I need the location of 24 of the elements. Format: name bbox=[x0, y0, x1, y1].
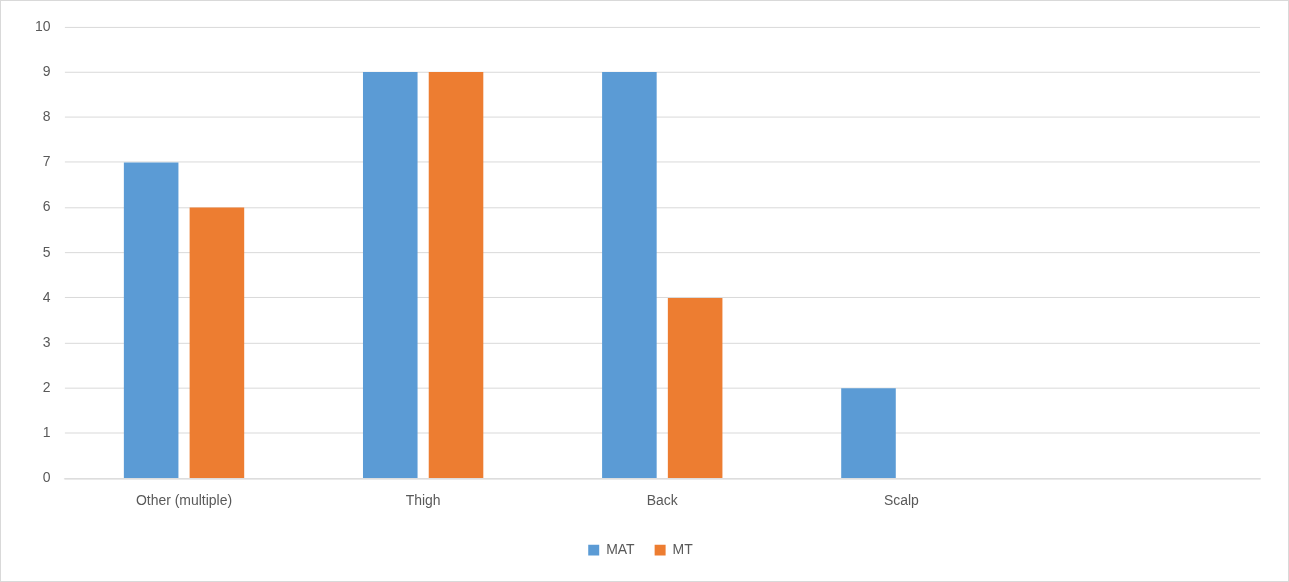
bar bbox=[189, 207, 245, 479]
y-tick-label: 8 bbox=[42, 108, 51, 125]
y-tick-label: 3 bbox=[42, 333, 51, 350]
x-tick-label: Other (multiple) bbox=[135, 491, 233, 508]
bar bbox=[841, 388, 896, 479]
x-tick-label: Back bbox=[646, 491, 678, 508]
x-tick-label: Thigh bbox=[405, 491, 441, 508]
y-tick-label: 10 bbox=[34, 17, 51, 34]
y-tick-label: 0 bbox=[42, 469, 51, 486]
y-tick-label: 6 bbox=[42, 198, 51, 215]
y-tick-label: 4 bbox=[42, 288, 51, 305]
bar bbox=[667, 297, 723, 479]
y-tick-label: 7 bbox=[42, 153, 51, 170]
bar bbox=[428, 72, 484, 479]
bar bbox=[362, 72, 418, 479]
bar bbox=[602, 72, 657, 479]
y-tick-label: 2 bbox=[42, 379, 51, 396]
bar bbox=[123, 162, 179, 479]
y-tick-label: 5 bbox=[42, 243, 51, 260]
x-tick-label: Scalp bbox=[883, 491, 920, 508]
legend-label: MAT bbox=[606, 540, 636, 557]
legend-label: MT bbox=[672, 540, 694, 557]
y-tick-label: 1 bbox=[42, 424, 51, 441]
y-tick-label: 9 bbox=[42, 62, 51, 79]
